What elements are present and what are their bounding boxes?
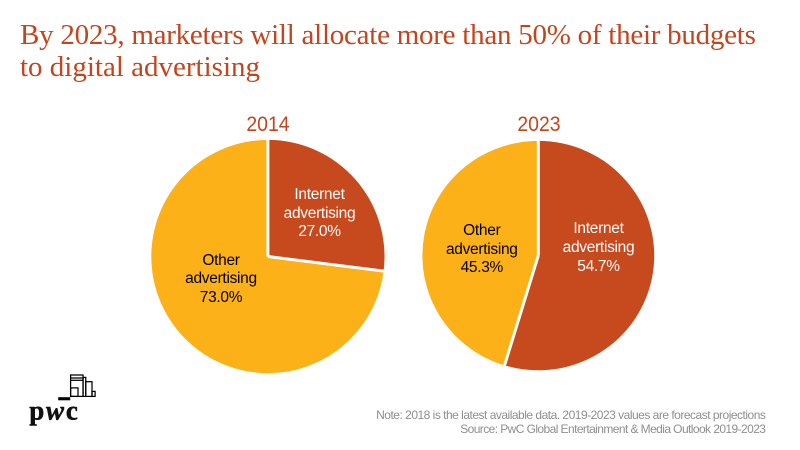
svg-text:pwc: pwc [29,396,79,426]
